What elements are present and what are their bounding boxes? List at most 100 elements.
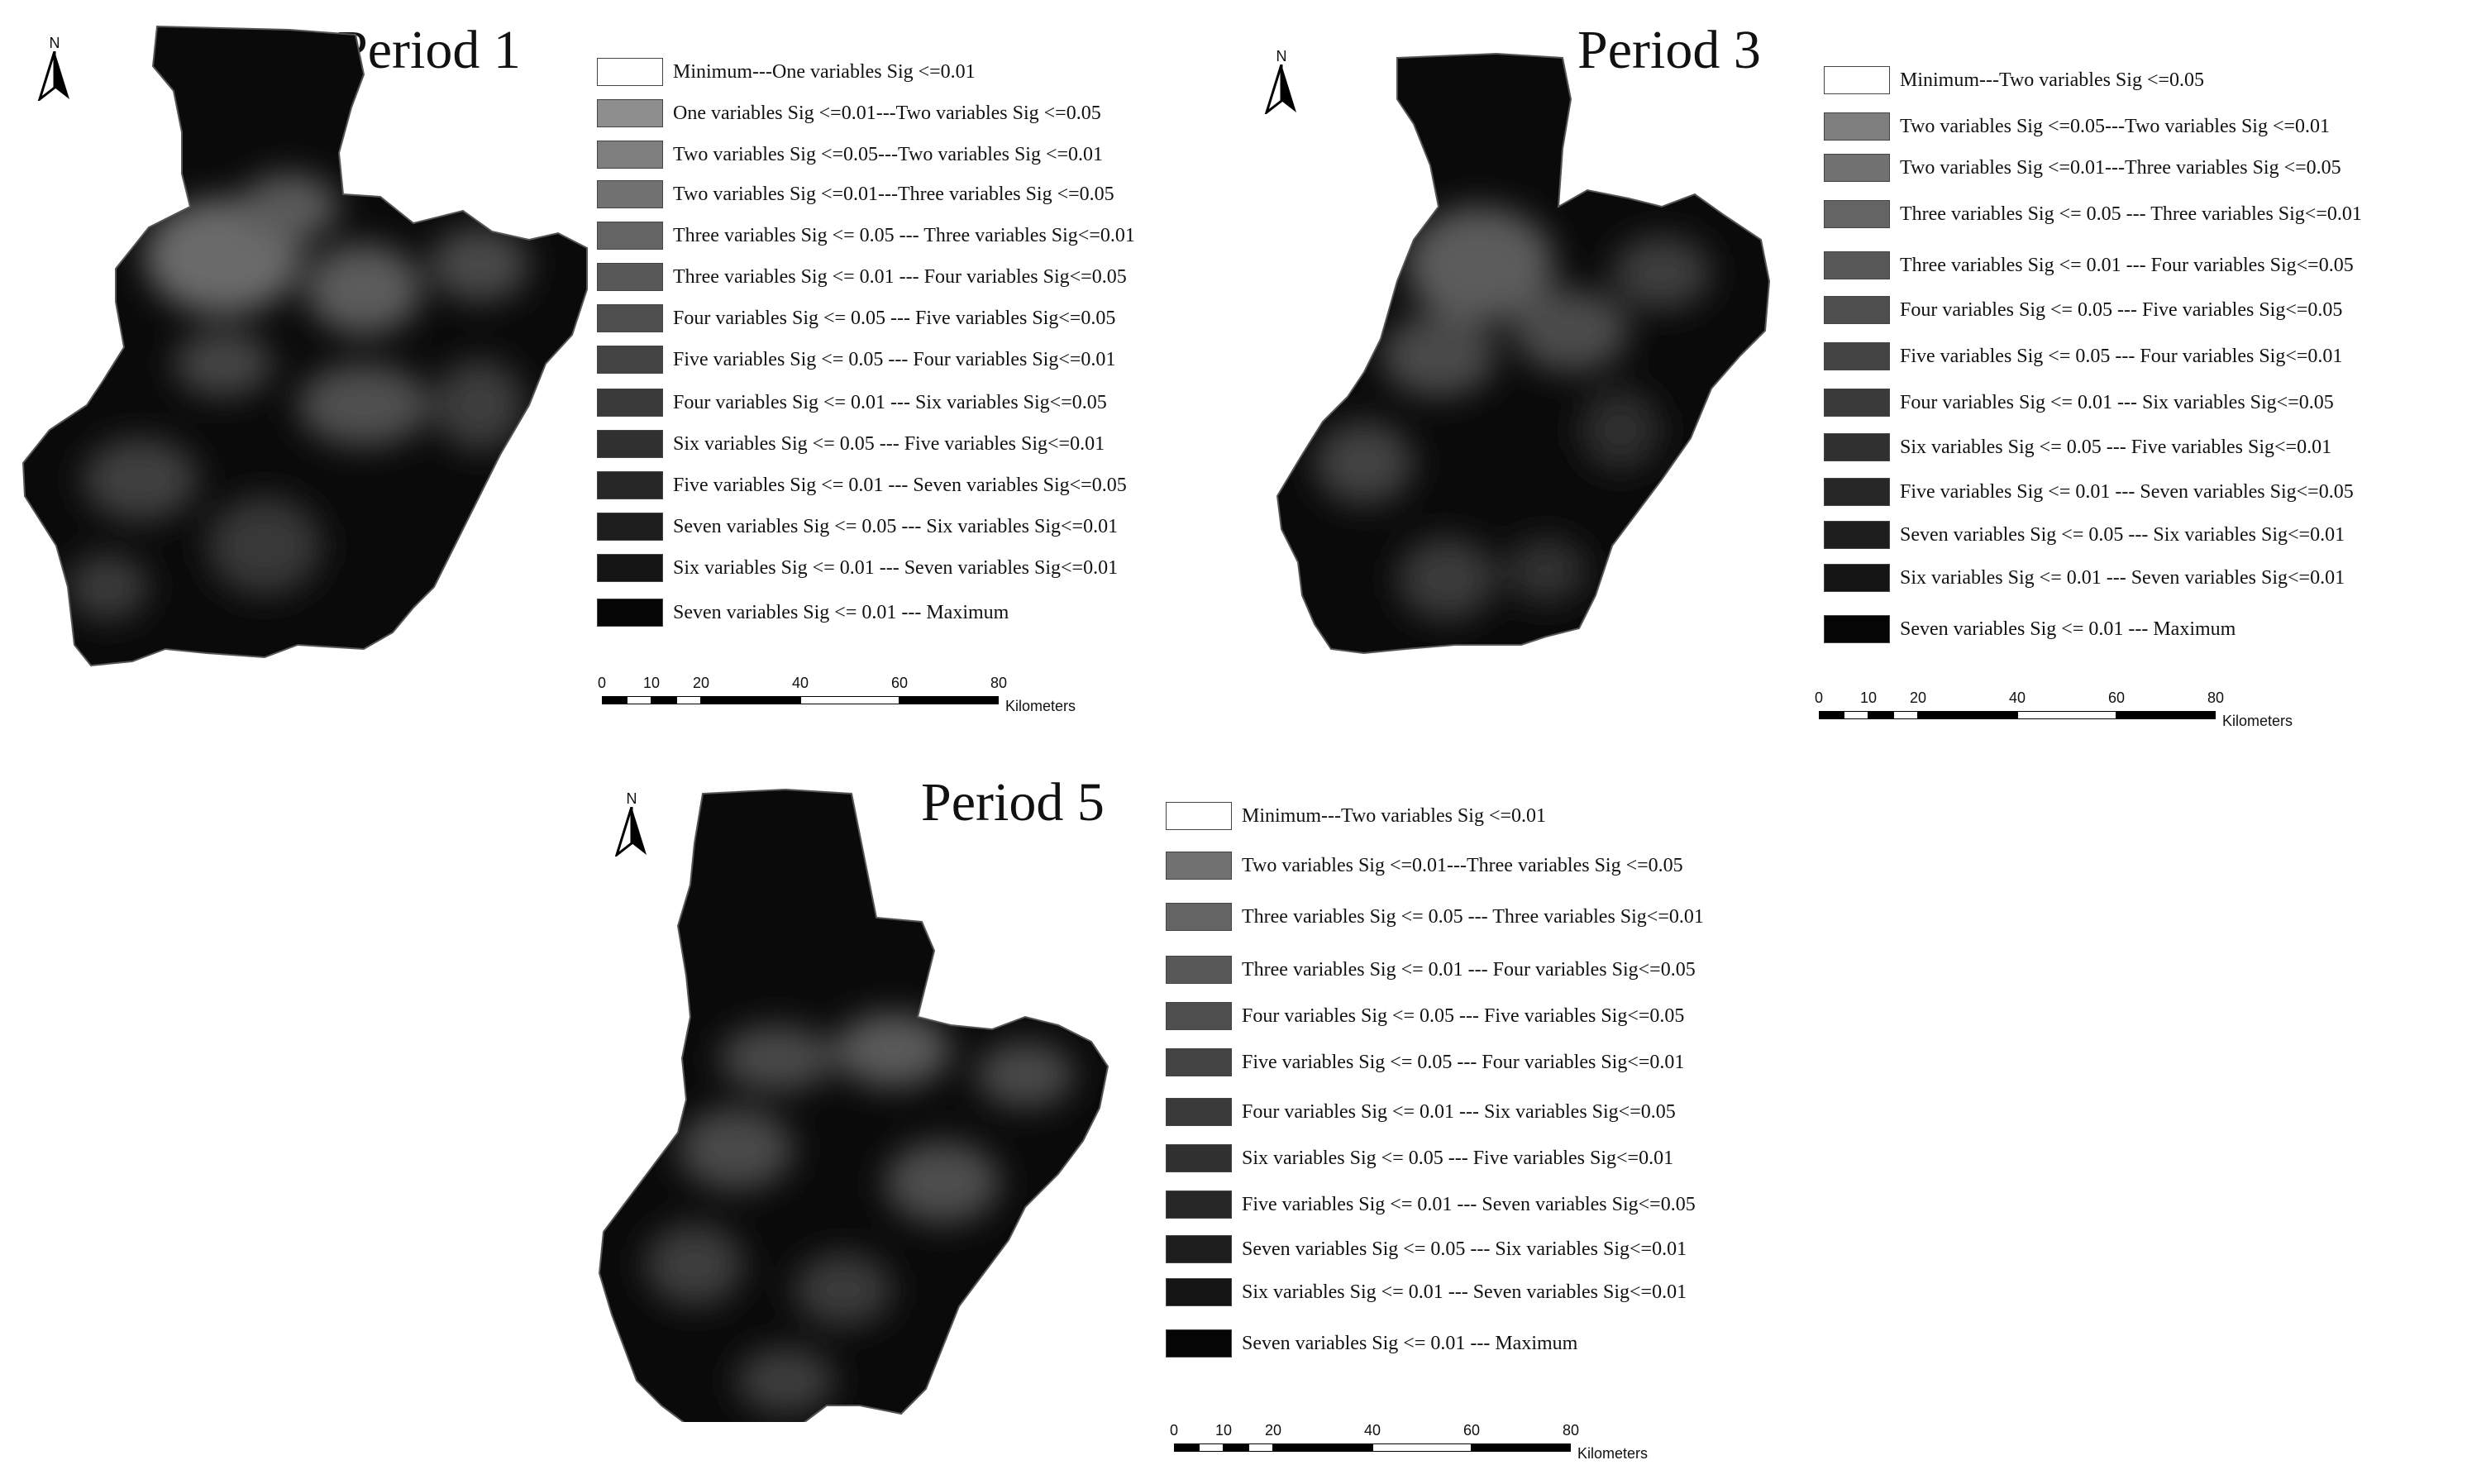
map-title: Period 1 <box>337 20 521 80</box>
legend-swatch <box>1824 112 1890 141</box>
scale-segment <box>1819 711 1844 719</box>
legend-label: Three variables Sig <= 0.05 --- Three va… <box>1242 906 1704 928</box>
legend-label: Three variables Sig <= 0.01 --- Four var… <box>673 266 1127 288</box>
panel-period-1: N Period 1 <box>0 0 1240 728</box>
legend-label: Seven variables Sig <= 0.05 --- Six vari… <box>673 516 1119 537</box>
legend-swatch <box>597 263 663 291</box>
legend-label: Four variables Sig <= 0.01 --- Six varia… <box>673 392 1107 413</box>
scale-segment <box>1372 1443 1472 1452</box>
scale-segment <box>701 696 800 704</box>
scale-tick: 0 <box>1169 1422 1179 1439</box>
map-title: Period 3 <box>1577 20 1761 80</box>
legend-swatch <box>1166 1144 1232 1172</box>
legend-swatch <box>597 222 663 250</box>
legend-swatch <box>1824 66 1890 94</box>
scale-segment <box>1174 1443 1199 1452</box>
north-arrow-icon: N <box>1263 48 1300 114</box>
legend-label: Four variables Sig <= 0.05 --- Five vari… <box>673 308 1116 329</box>
legend-swatch <box>1824 478 1890 506</box>
scale-tick: 40 <box>791 675 809 691</box>
scale-unit: Kilometers <box>1005 698 1076 714</box>
scale-unit: Kilometers <box>1577 1445 1649 1462</box>
legend-label: Five variables Sig <= 0.05 --- Four vari… <box>1242 1052 1685 1073</box>
legend-label: Six variables Sig <= 0.01 --- Seven vari… <box>673 557 1119 579</box>
legend-swatch <box>1166 956 1232 984</box>
legend-swatch <box>597 180 663 208</box>
legend-label: Two variables Sig <=0.01---Three variabl… <box>1242 855 1683 876</box>
legend-label: One variables Sig <=0.01---Two variables… <box>673 103 1101 124</box>
legend-swatch <box>597 304 663 332</box>
legend-swatch <box>1166 802 1232 830</box>
legend-swatch <box>1166 1191 1232 1219</box>
legend-swatch <box>1824 433 1890 461</box>
scale-tick: 0 <box>597 675 607 691</box>
legend-label: Five variables Sig <= 0.01 --- Seven var… <box>673 475 1127 496</box>
north-label: N <box>626 790 637 807</box>
legend-swatch <box>1166 1329 1232 1358</box>
legend-swatch <box>597 430 663 458</box>
scale-tick: 80 <box>1562 1422 1580 1439</box>
legend-swatch <box>1824 564 1890 592</box>
legend-label: Two variables Sig <=0.05---Two variables… <box>673 144 1104 165</box>
legend-label: Four variables Sig <= 0.05 --- Five vari… <box>1242 1005 1685 1027</box>
significance-map <box>598 788 1109 1422</box>
legend-label: Seven variables Sig <= 0.05 --- Six vari… <box>1242 1238 1687 1260</box>
scale-bar: 0 10 20 40 60 80 Kilometers <box>1170 1422 1670 1463</box>
scale-segment <box>627 696 651 704</box>
scale-segment <box>1844 711 1868 719</box>
legend-label: Six variables Sig <= 0.05 --- Five varia… <box>1900 437 2332 458</box>
legend-label: Four variables Sig <= 0.01 --- Six varia… <box>1242 1101 1676 1123</box>
legend-swatch <box>1824 200 1890 228</box>
legend-label: Minimum---One variables Sig <=0.01 <box>673 61 976 83</box>
scale-bar: 0 10 20 40 60 80 Kilometers <box>598 675 1098 716</box>
legend-swatch <box>1166 852 1232 880</box>
panel-period-3: N Period 3 Minimum---Two vari <box>1240 0 2467 744</box>
scale-segment <box>1868 711 1893 719</box>
panel-period-5: N Period 5 Minimum---Two vari <box>579 761 1902 1484</box>
legend-label: Six variables Sig <= 0.01 --- Seven vari… <box>1900 567 2345 589</box>
legend-swatch <box>597 599 663 627</box>
scale-segment <box>1893 711 1918 719</box>
scale-tick: 60 <box>1463 1422 1481 1439</box>
legend-swatch <box>597 99 663 127</box>
legend-swatch <box>597 389 663 417</box>
legend-swatch <box>1166 1002 1232 1030</box>
significance-map <box>1276 52 1771 655</box>
scale-tick: 20 <box>692 675 710 691</box>
legend-swatch <box>1824 389 1890 417</box>
legend-label: Five variables Sig <= 0.01 --- Seven var… <box>1900 481 2354 503</box>
legend-swatch <box>1166 1098 1232 1126</box>
scale-bar: 0 10 20 40 60 80 Kilometers <box>1815 690 2315 731</box>
legend-swatch <box>1824 251 1890 279</box>
significance-map <box>21 25 588 667</box>
legend-label: Five variables Sig <= 0.05 --- Four vari… <box>1900 346 2343 367</box>
legend-label: Six variables Sig <= 0.01 --- Seven vari… <box>1242 1281 1687 1303</box>
scale-segment <box>1248 1443 1273 1452</box>
scale-segment <box>2116 711 2216 719</box>
legend-label: Three variables Sig <= 0.01 --- Four var… <box>1242 959 1696 981</box>
scale-segment <box>1273 1443 1372 1452</box>
legend-label: Seven variables Sig <= 0.05 --- Six vari… <box>1900 524 2345 546</box>
scale-segment <box>899 696 999 704</box>
scale-tick: 80 <box>2207 690 2225 706</box>
legend-swatch <box>597 346 663 374</box>
scale-tick: 60 <box>2107 690 2126 706</box>
legend-label: Minimum---Two variables Sig <=0.01 <box>1242 805 1547 827</box>
legend-swatch <box>1166 903 1232 931</box>
legend-swatch <box>1166 1278 1232 1306</box>
scale-tick: 0 <box>1814 690 1824 706</box>
legend-swatch <box>597 471 663 499</box>
legend-swatch <box>1824 342 1890 370</box>
legend-label: Two variables Sig <=0.01---Three variabl… <box>673 184 1114 205</box>
scale-unit: Kilometers <box>2222 713 2293 729</box>
legend-label: Three variables Sig <= 0.05 --- Three va… <box>1900 203 2362 225</box>
scale-segment <box>1224 1443 1248 1452</box>
north-arrow-icon: N <box>36 35 73 101</box>
legend-label: Three variables Sig <= 0.01 --- Four var… <box>1900 255 2354 276</box>
legend-label: Five variables Sig <= 0.05 --- Four vari… <box>673 349 1116 370</box>
scale-segment <box>1199 1443 1224 1452</box>
north-label: N <box>49 35 60 51</box>
legend-label: Four variables Sig <= 0.01 --- Six varia… <box>1900 392 2334 413</box>
legend-swatch <box>1824 615 1890 643</box>
scale-tick: 20 <box>1264 1422 1282 1439</box>
